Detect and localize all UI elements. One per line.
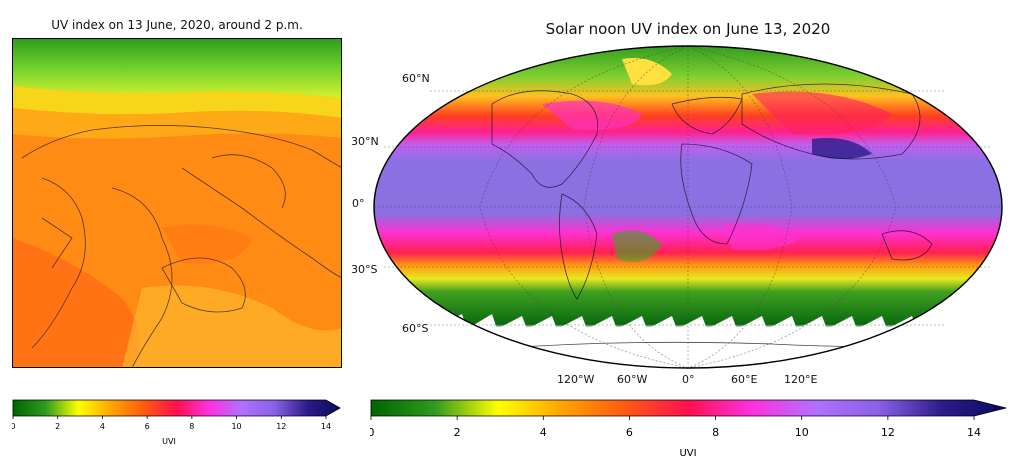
colorbar-left-label: UVI <box>162 437 176 446</box>
colorbar-left-tick-label: 10 <box>231 422 241 431</box>
lon-label-120e: 120°E <box>784 373 818 386</box>
regional-uv-map <box>12 38 342 368</box>
lat-label-60s: 60°S <box>402 322 429 335</box>
colorbar-right-tick-label: 12 <box>881 426 895 439</box>
lat-label-30n: 30°N <box>351 135 379 148</box>
lon-label-0: 0° <box>682 373 695 386</box>
colorbar-left-tick-label: 0 <box>12 422 16 431</box>
lon-label-120w: 120°W <box>557 373 595 386</box>
colorbar-right-tick-label: 14 <box>967 426 981 439</box>
colorbar-right-tick-label: 6 <box>626 426 633 439</box>
colorbar-left-tick-label: 4 <box>100 422 105 431</box>
colorbar-left-tick-label: 14 <box>321 422 331 431</box>
left-map-title: UV index on 13 June, 2020, around 2 p.m. <box>51 18 303 32</box>
colorbar-right-label: UVI <box>679 448 696 459</box>
colorbar-left-tick-label: 6 <box>145 422 150 431</box>
world-map-title: Solar noon UV index on June 13, 2020 <box>545 20 831 38</box>
colorbar-right-tick-label: 0 <box>370 426 375 439</box>
colorbar-right-tick-label: 2 <box>454 426 461 439</box>
lat-label-60n: 60°N <box>402 72 430 85</box>
colorbar-right-tick-label: 10 <box>795 426 809 439</box>
colorbar-left: 0 2 4 6 8 10 12 14 UVI <box>12 399 341 446</box>
colorbar-left-tick-label: 12 <box>276 422 286 431</box>
colorbar-left-tick-label: 2 <box>55 422 60 431</box>
colorbar-right-tick-label: 4 <box>540 426 547 439</box>
lon-label-60w: 60°W <box>617 373 648 386</box>
colorbar-right: 0 2 4 6 8 10 12 14 UVI <box>370 399 1007 459</box>
world-uv-map <box>373 45 1003 369</box>
lat-label-30s: 30°S <box>351 263 378 276</box>
lat-label-eq: 0° <box>352 197 365 210</box>
lon-label-60e: 60°E <box>731 373 758 386</box>
colorbar-left-tick-label: 8 <box>189 422 194 431</box>
colorbar-right-tick-label: 8 <box>712 426 719 439</box>
